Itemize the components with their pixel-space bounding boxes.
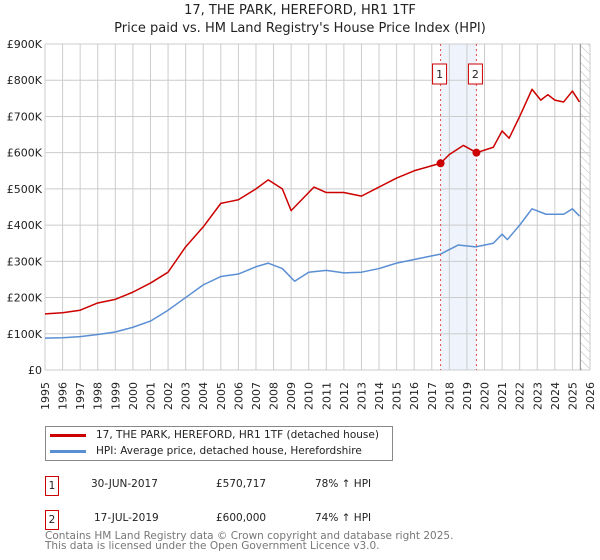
x-tick-label: 1998 [92, 382, 105, 410]
x-tick-label: 2000 [127, 382, 140, 410]
chart-subtitle: Price paid vs. HM Land Registry's House … [114, 21, 486, 36]
y-tick-label: £100K [7, 328, 43, 341]
x-tick-label: 1995 [39, 382, 52, 410]
sale-label: 2 [472, 68, 479, 81]
x-tick-label: 2017 [426, 382, 439, 410]
x-tick-label: 2010 [303, 382, 316, 410]
plot-area: 1995 1996 1997 1998 1999 2000 2001 2002 2003 2004… [7, 38, 597, 410]
x-tick-label: 2008 [268, 382, 281, 410]
sale-hpi-change: 78% ↑ HPI [315, 478, 372, 490]
x-tick-label: 1996 [57, 382, 70, 410]
legend-swatch-hpi [50, 449, 86, 453]
x-tick-label: 2024 [549, 382, 562, 410]
footer-line-2: This data is licensed under the Open Gov… [45, 540, 380, 552]
y-tick-label: £300K [7, 255, 43, 268]
forecast-hatch [580, 44, 590, 370]
sale-label-box [467, 63, 483, 85]
x-tick-label: 2003 [180, 382, 193, 410]
sale-point [436, 159, 445, 168]
x-tick-label: 2016 [408, 382, 421, 410]
sale-date: 17-JUL-2019 [94, 512, 159, 524]
x-tick-label: 2002 [162, 382, 175, 410]
x-tick-label: 2011 [320, 382, 333, 410]
x-tick-label: 2023 [531, 382, 544, 410]
legend-label-hpi: HPI: Average price, detached house, Here… [96, 445, 362, 457]
x-tick-label: 2015 [391, 382, 404, 410]
x-tick-label: 1997 [74, 382, 87, 410]
x-tick-label: 2020 [479, 382, 492, 410]
x-tick-label: 2025 [566, 382, 579, 410]
y-tick-label: £500K [7, 183, 43, 196]
x-tick-label: 2018 [443, 382, 456, 410]
x-tick-label: 2009 [285, 382, 298, 410]
x-tick-label: 2005 [215, 382, 228, 410]
x-tick-label: 2022 [514, 382, 527, 410]
x-tick-label: 2021 [496, 382, 509, 410]
x-tick-label: 2019 [461, 382, 474, 410]
sale-price: £600,000 [216, 512, 267, 524]
y-tick-label: £200K [7, 292, 43, 305]
sale-price: £570,717 [216, 478, 267, 490]
property-series-line [44, 88, 581, 315]
chart-title: 17, THE PARK, HEREFORD, HR1 1TF [184, 3, 416, 18]
y-tick-label: £800K [7, 74, 43, 87]
sale-date: 30-JUN-2017 [91, 478, 158, 490]
y-tick-label: £400K [7, 219, 43, 232]
legend-swatch-property [50, 433, 86, 437]
x-tick-label: 2012 [338, 382, 351, 410]
sale-period-shading [440, 44, 477, 370]
x-tick-label: 2026 [584, 382, 597, 410]
x-tick-label: 1999 [109, 382, 122, 410]
y-tick-label: £900K [7, 38, 43, 51]
x-tick-label: 2007 [250, 382, 263, 410]
sale-hpi-change: 74% ↑ HPI [315, 512, 372, 524]
sale-badge: 1 [45, 476, 59, 496]
legend-label-property: 17, THE PARK, HEREFORD, HR1 1TF (detache… [96, 429, 379, 441]
y-tick-label: £700K [7, 110, 43, 123]
sale-label: 1 [436, 68, 443, 81]
y-tick-label: £0 [28, 364, 42, 377]
footer: Contains HM Land Registry data © Crown c… [45, 530, 454, 552]
sale-badge: 2 [45, 510, 59, 530]
footer-line-1: Contains HM Land Registry data © Crown c… [45, 530, 454, 542]
sale-point [472, 148, 481, 157]
x-tick-label: 2001 [144, 382, 157, 410]
x-tick-label: 2013 [355, 382, 368, 410]
hpi-series-line [44, 208, 580, 339]
legend: 17, THE PARK, HEREFORD, HR1 1TF (detache… [45, 426, 393, 461]
sale-label-box [432, 63, 448, 85]
x-tick-label: 2014 [373, 382, 386, 410]
x-tick-label: 2006 [232, 382, 245, 410]
y-tick-label: £600K [7, 147, 43, 160]
x-tick-label: 2004 [197, 382, 210, 410]
